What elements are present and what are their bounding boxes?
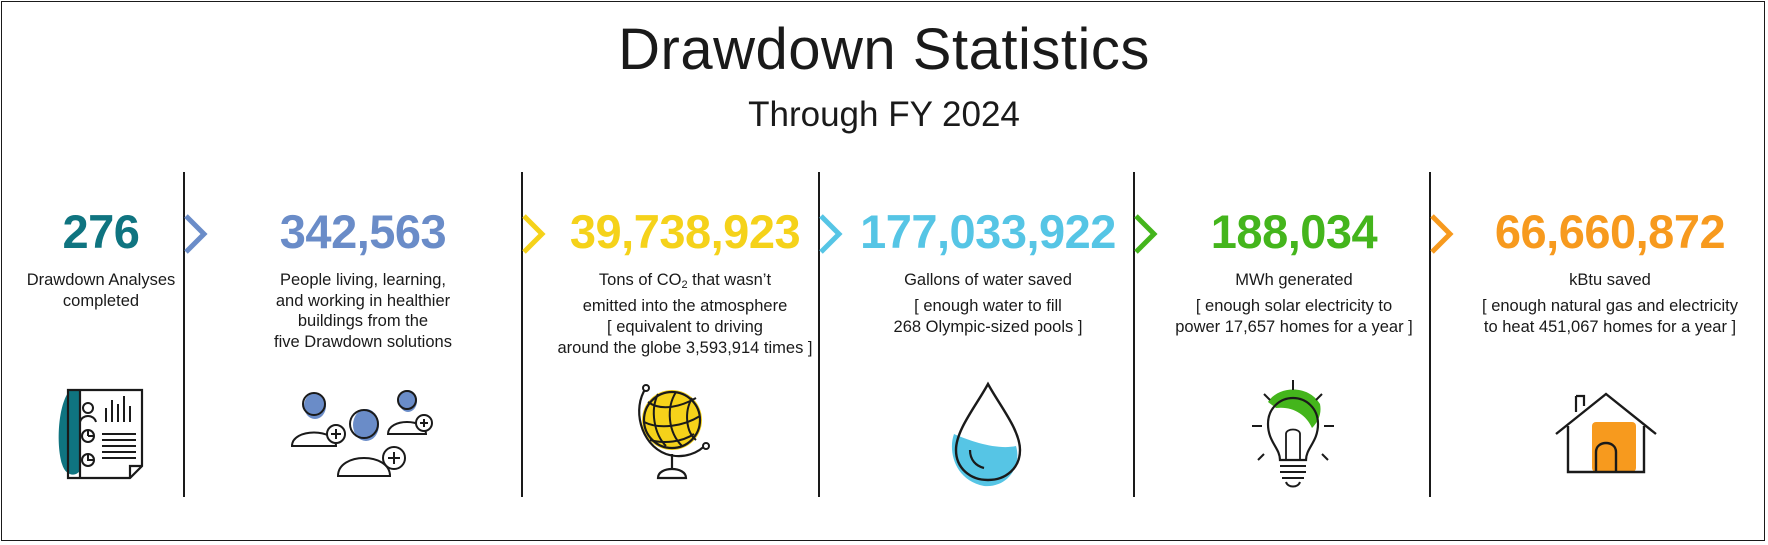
divider	[1429, 172, 1431, 497]
stat-energy: 66,660,872 kBtu saved [ enough natural g…	[1460, 170, 1760, 500]
stat-label: kBtu saved	[1460, 270, 1760, 291]
stat-co2: 39,738,923 Tons of CO2 that wasn’t emitt…	[530, 170, 840, 500]
stat-label-text: that wasn’t	[687, 271, 772, 289]
stat-label-line: kBtu saved	[1569, 271, 1651, 289]
stat-label-subscript: 2	[681, 279, 688, 291]
page-title: Drawdown Statistics	[618, 17, 1150, 82]
stat-note: [ equivalent to driving around the globe…	[530, 317, 840, 358]
stat-label-text: Tons of CO	[598, 271, 682, 289]
stat-label: Gallons of water saved	[852, 270, 1124, 291]
stat-note-line: [ enough water to fill	[914, 297, 1062, 315]
stat-value: 177,033,922	[860, 205, 1116, 258]
stat-note: [ enough solar electricity to power 17,6…	[1160, 296, 1428, 337]
chevron-right-icon	[184, 214, 208, 254]
stat-label-line: People living, learning,	[279, 271, 447, 289]
stat-label-line: Tons of CO2 that wasn’t	[530, 270, 840, 296]
people-icon	[290, 390, 433, 477]
stat-note-line: to heat 451,067 homes for a year ]	[1483, 317, 1737, 336]
stat-label: People living, learning, and working in …	[243, 270, 483, 352]
stat-note: [ enough water to fill 268 Olympic-sized…	[852, 296, 1124, 337]
stat-people: 342,563 People living, learning, and wor…	[243, 170, 483, 500]
globe-icon	[638, 384, 710, 480]
chevron-right-icon	[1430, 214, 1454, 254]
water-drop-icon	[951, 381, 1022, 487]
stat-analyses: 276 Drawdown Analyses completed	[20, 170, 182, 500]
lightbulb-icon	[1252, 380, 1334, 488]
stat-note-line: [ enough natural gas and electricity	[1482, 297, 1738, 315]
stat-note-line: around the globe 3,593,914 times ]	[557, 338, 813, 357]
chevron-right-icon	[1134, 214, 1158, 254]
stat-note-line: power 17,657 homes for a year ]	[1175, 317, 1413, 336]
divider	[521, 172, 523, 497]
chevron-right-icon	[522, 214, 546, 254]
stat-label: MWh generated	[1160, 270, 1428, 291]
report-icon	[58, 388, 144, 480]
stat-label-line: Gallons of water saved	[904, 271, 1072, 289]
stat-label: Drawdown Analyses completed	[20, 270, 182, 311]
stat-note: [ enough natural gas and electricity to …	[1460, 296, 1760, 337]
stat-label-line: five Drawdown solutions	[274, 332, 452, 351]
stat-note-line: [ equivalent to driving	[607, 318, 763, 336]
stat-label-line: buildings from the	[297, 312, 429, 330]
stat-label-line: Drawdown Analyses	[26, 271, 176, 289]
stat-value: 188,034	[1210, 205, 1378, 258]
stat-value: 39,738,923	[569, 205, 801, 258]
stat-value: 342,563	[279, 205, 447, 258]
stat-solar: 188,034 MWh generated [ enough solar ele…	[1160, 170, 1428, 500]
stat-note-line: [ enough solar electricity to	[1195, 297, 1393, 315]
stat-label-line: MWh generated	[1235, 271, 1353, 289]
divider	[183, 172, 185, 497]
stat-water: 177,033,922 Gallons of water saved [ eno…	[852, 170, 1124, 500]
page-subtitle: Through FY 2024	[748, 95, 1020, 134]
stat-label-line: emitted into the atmosphere	[582, 296, 788, 315]
divider	[818, 172, 820, 497]
stat-value: 276	[62, 205, 140, 258]
stat-label-line: completed	[62, 291, 140, 310]
house-icon	[1555, 392, 1657, 474]
stat-note-line: 268 Olympic-sized pools ]	[893, 317, 1083, 336]
chevron-right-icon	[819, 214, 843, 254]
stat-value: 66,660,872	[1494, 205, 1726, 258]
stat-label-line: and working in healthier	[275, 291, 451, 310]
divider	[1133, 172, 1135, 497]
stat-label: Tons of CO2 that wasn’t emitted into the…	[530, 270, 840, 316]
